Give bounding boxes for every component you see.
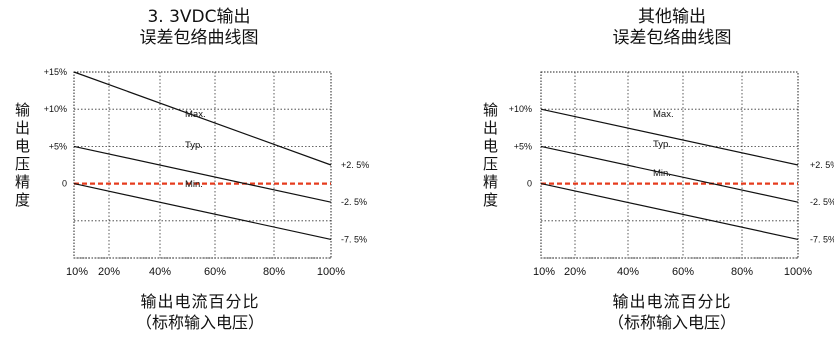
right-end-label: -2. 5% [341,197,367,207]
x-axis-label: 输出电流百分比 [612,292,731,311]
x-tick-label: 40% [617,266,639,278]
y-tick-label: +10% [509,104,532,114]
x-tick-label: 80% [731,266,753,278]
series-label: Typ. [185,140,203,151]
series-label: Min. [185,179,203,190]
series-label: Min. [653,168,671,179]
x-tick-label: 20% [564,266,586,278]
series-line-min [540,183,799,240]
right-end-label: -7. 5% [341,234,367,244]
y-tick-label: 0 [527,179,532,189]
y-axis-label: 输出电压精度 [13,102,31,210]
chart-subtitle: 误差包络曲线图 [140,28,259,48]
right-end-label: +2. 5% [341,160,369,170]
x-tick-label: 60% [204,266,226,278]
x-axis-sublabel: （标称输入电压） [608,313,736,332]
x-tick-label: 20% [98,266,120,278]
x-tick-label: 100% [784,266,812,278]
plot-frame [73,71,332,259]
series-label: Max. [185,109,206,120]
x-tick-label: 10% [533,266,555,278]
chart-title: 3. 3VDC输出 [147,7,250,27]
y-tick-label: 0 [62,179,67,189]
series-label: Typ. [653,139,671,150]
chart-subtitle: 误差包络曲线图 [613,28,732,48]
x-axis-sublabel: （标称输入电压） [136,313,264,332]
x-tick-label: 10% [66,266,88,278]
x-tick-label: 80% [263,266,285,278]
y-tick-label: +5% [49,141,67,151]
x-tick-label: 100% [317,266,345,278]
y-tick-label: +5% [514,141,532,151]
series-label: Max. [653,109,674,120]
x-tick-label: 60% [672,266,694,278]
right-end-label: -7. 5% [810,234,834,244]
y-tick-label: +10% [44,104,67,114]
y-axis-label: 输出电压精度 [481,102,499,210]
x-tick-label: 40% [149,266,171,278]
chart-title: 其他输出 [638,7,706,27]
series-line-min [73,183,332,240]
right-end-label: -2. 5% [810,197,834,207]
series-line-max [73,71,332,166]
x-axis-label: 输出电流百分比 [140,292,259,311]
series-line-typ [540,145,799,203]
y-tick-label: +15% [44,67,67,77]
series-line-typ [73,145,332,203]
series-line-max [540,108,799,166]
right-end-label: +2. 5% [810,160,834,170]
plot-frame [540,71,799,259]
